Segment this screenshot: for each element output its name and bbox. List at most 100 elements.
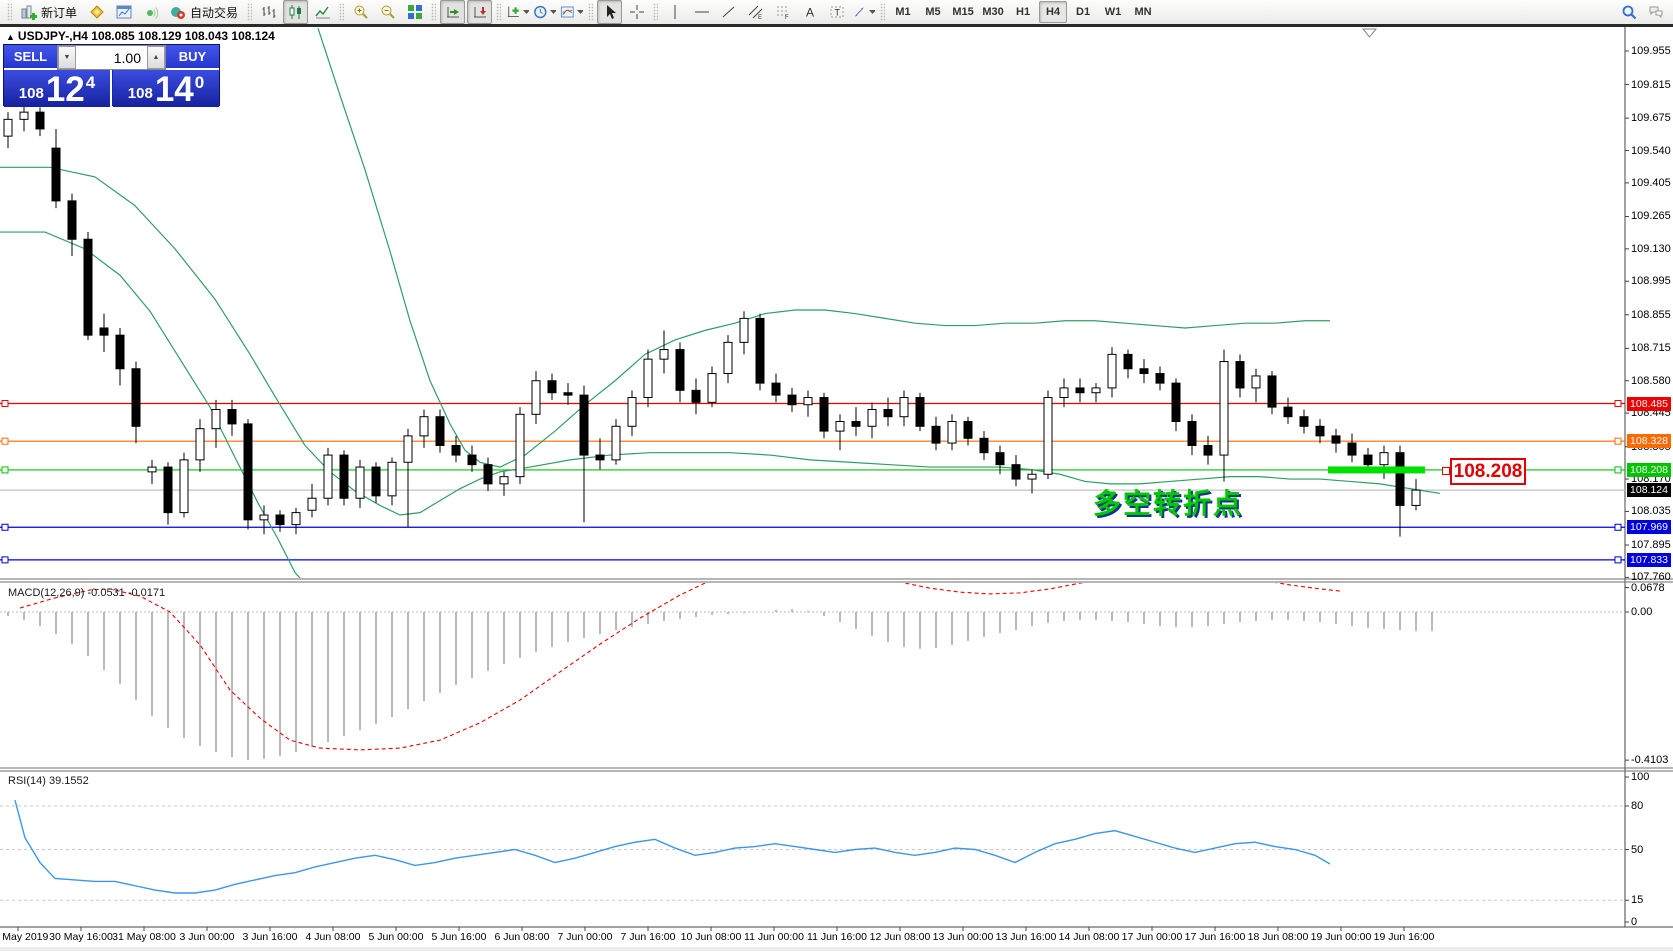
price-callout-handle[interactable] bbox=[1442, 467, 1450, 475]
trendline-button[interactable] bbox=[716, 0, 741, 24]
timeframe-h1-button[interactable]: H1 bbox=[1016, 6, 1031, 18]
buy-price[interactable]: 108 14 0 bbox=[113, 70, 219, 107]
text-button[interactable]: A bbox=[797, 0, 822, 24]
price-tick: 109.675 bbox=[1631, 112, 1671, 125]
timeframe-m15-button[interactable]: M15 bbox=[952, 6, 974, 18]
symbol-expand-icon[interactable]: ▲ bbox=[6, 32, 15, 42]
toolbar-grip bbox=[247, 3, 253, 21]
vline-button[interactable] bbox=[662, 0, 687, 24]
macd-label: MACD(12,26,9) -0.0531 -0.0171 bbox=[8, 587, 166, 599]
timeframe-h4-button[interactable]: H4 bbox=[1039, 1, 1068, 23]
bar-chart-button[interactable] bbox=[256, 0, 281, 24]
cursor-button[interactable] bbox=[597, 0, 623, 24]
turning-point-annotation[interactable]: 多空转折点 bbox=[1093, 488, 1244, 519]
price-callout-label[interactable]: 108.208 bbox=[1450, 458, 1526, 485]
zoom-out-icon bbox=[381, 5, 395, 19]
timeframe-w1-button[interactable]: W1 bbox=[1104, 6, 1122, 18]
rsi-tick: 80 bbox=[1631, 800, 1644, 812]
time-label: 3 Jun 00:00 bbox=[179, 931, 235, 943]
hline-button[interactable] bbox=[689, 0, 714, 24]
new-order-button[interactable]: 新订单 bbox=[16, 0, 82, 24]
templates-icon bbox=[560, 6, 574, 18]
arrows-button[interactable] bbox=[851, 0, 876, 24]
line-chart-button[interactable] bbox=[310, 0, 335, 24]
text-label-button[interactable]: T bbox=[824, 0, 849, 24]
autotrade-button[interactable]: 自动交易 bbox=[165, 0, 243, 24]
buy-button[interactable]: BUY bbox=[166, 45, 219, 70]
time-label: 4 Jun 08:00 bbox=[305, 931, 361, 943]
toolbar-grip bbox=[431, 3, 437, 21]
time-label: 12 Jun 08:00 bbox=[869, 931, 931, 943]
bar-chart-icon bbox=[262, 6, 276, 18]
zoom-out-button[interactable] bbox=[375, 0, 400, 24]
price-tick: 107.760 bbox=[1631, 571, 1671, 584]
chart-profile-button[interactable] bbox=[111, 0, 136, 24]
time-label: 5 Jun 16:00 bbox=[431, 931, 487, 943]
timeframe-m1-button[interactable]: M1 bbox=[895, 6, 911, 18]
price-tag: 108.485 bbox=[1627, 396, 1671, 411]
crosshair-button[interactable] bbox=[624, 0, 649, 24]
window-edge bbox=[0, 947, 1673, 951]
signal-button[interactable] bbox=[138, 0, 163, 24]
fibonacci-icon: F bbox=[776, 6, 789, 20]
dropdown-caret-icon[interactable] bbox=[549, 9, 557, 15]
tile-windows-icon bbox=[407, 5, 422, 19]
timeframe-m5-button[interactable]: M5 bbox=[925, 6, 941, 18]
autotrade-icon bbox=[171, 7, 186, 19]
rsi-tick: 100 bbox=[1631, 771, 1650, 783]
price-tag: 108.208 bbox=[1627, 462, 1671, 477]
price-tag: 108.328 bbox=[1627, 434, 1671, 449]
tile-windows-button[interactable] bbox=[402, 0, 427, 24]
time-label: 5 Jun 00:00 bbox=[368, 931, 424, 943]
candlestick-button[interactable] bbox=[283, 0, 309, 24]
price-tick: 109.815 bbox=[1631, 78, 1671, 91]
layers-button[interactable] bbox=[84, 0, 109, 24]
volume-spinner: ▼ ▲ bbox=[57, 45, 166, 70]
price-tick: 108.715 bbox=[1631, 342, 1671, 355]
volume-input[interactable] bbox=[76, 46, 147, 69]
toolbar-grip bbox=[496, 3, 502, 21]
templates-button[interactable] bbox=[559, 0, 584, 24]
dropdown-caret-icon[interactable] bbox=[868, 9, 876, 15]
timeframe-mn-button[interactable]: MN bbox=[1134, 6, 1152, 18]
auto-scroll-icon bbox=[473, 7, 486, 18]
buy-price-prefix: 108 bbox=[127, 85, 153, 102]
time-label: 14 Jun 08:00 bbox=[1058, 931, 1120, 943]
chat-button[interactable] bbox=[1643, 0, 1668, 24]
text-label-icon: T bbox=[830, 6, 844, 18]
macd-tick: -0.4103 bbox=[1631, 754, 1669, 767]
time-label: 19 Jun 16:00 bbox=[1373, 931, 1435, 943]
search-button[interactable] bbox=[1616, 0, 1641, 24]
price-tick: 109.265 bbox=[1631, 210, 1671, 223]
dropdown-caret-icon[interactable] bbox=[522, 9, 530, 15]
timeframe-m30-button[interactable]: M30 bbox=[982, 6, 1004, 18]
volume-increase-button[interactable]: ▲ bbox=[147, 46, 165, 69]
indicators-icon bbox=[507, 6, 519, 18]
svg-text:T: T bbox=[834, 8, 840, 18]
symbol-ohlc-text: USDJPY-,H4 108.085 108.129 108.043 108.1… bbox=[17, 29, 275, 43]
svg-text:E: E bbox=[758, 15, 762, 20]
time-label: 6 Jun 08:00 bbox=[494, 931, 550, 943]
timeframe-d1-button[interactable]: D1 bbox=[1076, 6, 1091, 18]
symbol-info[interactable]: ▲ USDJPY-,H4 108.085 108.129 108.043 108.… bbox=[6, 29, 275, 43]
text-icon: A bbox=[806, 6, 814, 20]
dropdown-caret-icon[interactable] bbox=[576, 9, 584, 15]
buy-price-big: 14 bbox=[154, 70, 194, 109]
periods-button[interactable] bbox=[532, 0, 557, 24]
one-click-trading-panel: SELL ▼ ▲ BUY 108 12 4 108 14 0 bbox=[3, 44, 220, 107]
sell-price[interactable]: 108 12 4 bbox=[4, 70, 112, 107]
time-label: 7 Jun 16:00 bbox=[620, 931, 676, 943]
toolbar-grip bbox=[7, 3, 12, 21]
volume-decrease-button[interactable]: ▼ bbox=[58, 46, 76, 69]
price-tick: 109.405 bbox=[1631, 176, 1671, 189]
chart-shift-button[interactable] bbox=[440, 0, 466, 24]
indicators-button[interactable] bbox=[505, 0, 530, 24]
price-tag: 108.124 bbox=[1627, 483, 1671, 498]
zoom-in-button[interactable] bbox=[348, 0, 373, 24]
fibonacci-button[interactable]: F bbox=[770, 0, 795, 24]
auto-scroll-button[interactable] bbox=[467, 0, 493, 24]
channel-button[interactable]: E bbox=[743, 0, 768, 24]
sell-button[interactable]: SELL bbox=[4, 45, 57, 70]
svg-text:A: A bbox=[806, 6, 814, 20]
